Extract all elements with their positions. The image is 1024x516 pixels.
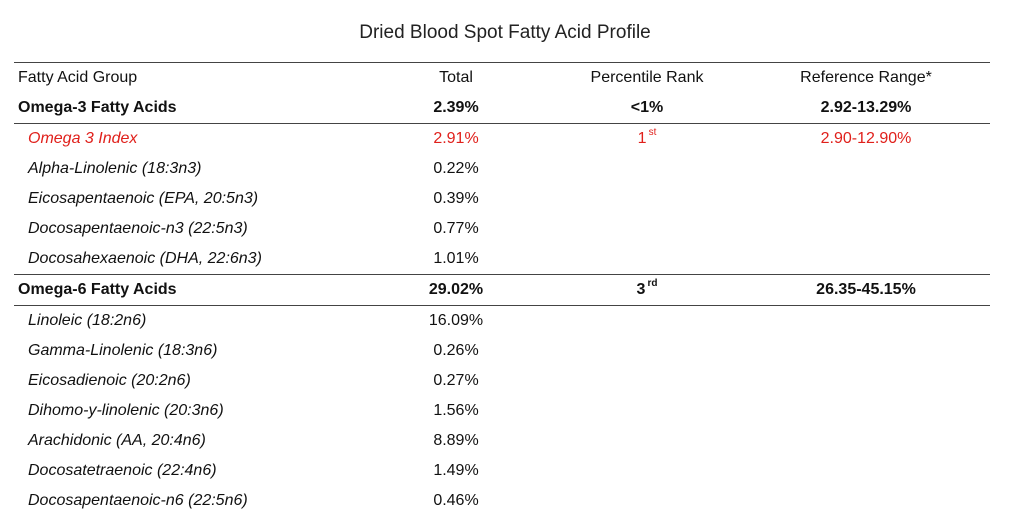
header-row: Fatty Acid Group Total Percentile Rank R… (14, 63, 990, 93)
fatty-acid-total: 0.46% (433, 492, 479, 509)
fatty-acid-name: Docosatetraenoic (22:4n6) (28, 462, 217, 479)
header-percentile: Percentile Rank (590, 69, 704, 86)
fatty-acid-total: 1.49% (433, 462, 479, 479)
omega6-total: 29.02% (428, 281, 484, 298)
table-row: Linoleic (18:2n6) 16.09% (14, 306, 990, 336)
fatty-acid-name: Arachidonic (AA, 20:4n6) (28, 432, 206, 449)
omega3-items: Alpha-Linolenic (18:3n3) 0.22% Eicosapenta… (14, 154, 990, 274)
omega3-group-row: Omega-3 Fatty Acids 2.39% <1% 2.92-13.29… (14, 93, 990, 123)
table-row: Docosapentaenoic-n6 (22:5n6) 0.46% (14, 486, 990, 516)
fatty-acid-total: 0.27% (433, 372, 479, 389)
omega6-percentile-suffix: rd (647, 278, 658, 289)
fatty-acid-name: Eicosadienoic (20:2n6) (28, 372, 191, 389)
fatty-acid-total: 1.56% (433, 402, 479, 419)
table-row: Docosapentaenoic-n3 (22:5n3) 0.77% (14, 214, 990, 244)
header-group: Fatty Acid Group (18, 69, 138, 86)
omega3-rule (14, 123, 990, 124)
omega3-index-total: 2.91% (433, 130, 479, 147)
fatty-acid-name: Docosapentaenoic-n3 (22:5n3) (28, 220, 248, 237)
fatty-acid-name: Dihomo-y-linolenic (20:3n6) (28, 402, 224, 419)
page-title: Dried Blood Spot Fatty Acid Profile (359, 22, 651, 43)
table-row: Docosahexaenoic (DHA, 22:6n3) 1.01% (14, 244, 990, 274)
fatty-acid-name: Alpha-Linolenic (18:3n3) (28, 160, 202, 177)
fatty-acid-name: Docosahexaenoic (DHA, 22:6n3) (28, 250, 262, 267)
fatty-acid-total: 0.39% (433, 190, 479, 207)
table-row: Arachidonic (AA, 20:4n6) 8.89% (14, 426, 990, 456)
omega6-sub-rule (14, 305, 990, 306)
header-total: Total (439, 69, 473, 86)
fatty-acid-total: 0.77% (433, 220, 479, 237)
omega6-label: Omega-6 Fatty Acids (18, 281, 177, 298)
omega3-percentile: <1% (630, 99, 664, 116)
fatty-acid-name: Eicosapentaenoic (EPA, 20:5n3) (28, 190, 259, 207)
fatty-acid-total: 16.09% (428, 312, 484, 329)
omega3-reference: 2.92-13.29% (820, 99, 912, 116)
fatty-acid-total: 8.89% (433, 432, 479, 449)
table-row: Alpha-Linolenic (18:3n3) 0.22% (14, 154, 990, 184)
fatty-acid-total: 0.22% (433, 160, 479, 177)
table-row: Dihomo-y-linolenic (20:3n6) 1.56% (14, 396, 990, 426)
fatty-acid-name: Docosapentaenoic-n6 (22:5n6) (28, 492, 248, 509)
omega6-reference: 26.35-45.15% (816, 281, 916, 298)
table-row: Gamma-Linolenic (18:3n6) 0.26% (14, 336, 990, 366)
omega6-rule (14, 274, 990, 275)
fatty-acid-table: Fatty Acid Group Total Percentile Rank R… (14, 62, 990, 516)
table-row: Eicosadienoic (20:2n6) 0.27% (14, 366, 990, 396)
omega6-items: Linoleic (18:2n6) 16.09% Gamma-Linolenic (… (14, 306, 990, 516)
omega6-percentile-number: 3 (636, 281, 646, 298)
table-row: Eicosapentaenoic (EPA, 20:5n3) 0.39% (14, 184, 990, 214)
top-rule (14, 62, 990, 63)
header-reference: Reference Range* (800, 69, 932, 86)
omega3-index-label: Omega 3 Index (28, 130, 138, 147)
fatty-acid-total: 1.01% (433, 250, 479, 267)
omega3-label: Omega-3 Fatty Acids (18, 99, 177, 116)
omega3-total: 2.39% (433, 99, 479, 116)
fatty-acid-name: Linoleic (18:2n6) (28, 312, 147, 329)
fatty-acid-name: Gamma-Linolenic (18:3n6) (28, 342, 218, 359)
omega3-index-reference: 2.90-12.90% (820, 130, 912, 147)
omega3-index-percentile-number: 1 (637, 130, 647, 147)
table-row: Docosatetraenoic (22:4n6) 1.49% (14, 456, 990, 486)
omega3-index-percentile-suffix: st (648, 127, 657, 138)
fatty-acid-total: 0.26% (433, 342, 479, 359)
